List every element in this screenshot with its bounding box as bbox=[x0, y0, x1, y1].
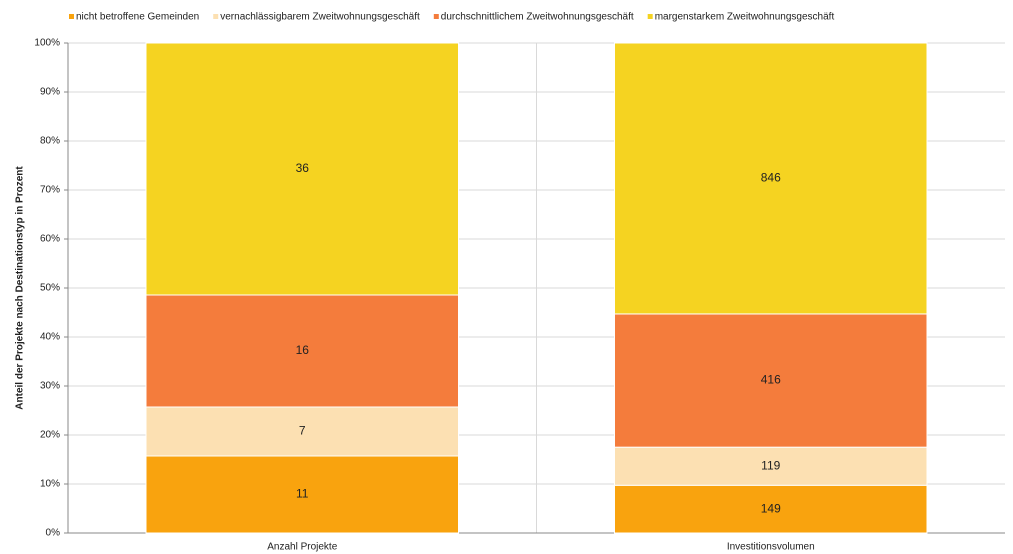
data-label: 416 bbox=[761, 373, 781, 387]
legend-swatch bbox=[69, 14, 74, 19]
x-tick-label: Investitionsvolumen bbox=[727, 542, 815, 553]
legend-swatch bbox=[213, 14, 219, 19]
y-tick-label: 0% bbox=[46, 528, 61, 539]
legend-swatch bbox=[433, 14, 439, 19]
bar-segment bbox=[145, 406, 459, 457]
y-tick-label: 10% bbox=[40, 479, 60, 490]
x-tick-label: Anzahl Projekte bbox=[267, 542, 337, 553]
y-tick-label: 90% bbox=[40, 87, 60, 98]
bar-segment bbox=[614, 484, 928, 534]
data-label: 36 bbox=[296, 161, 310, 175]
legend-label: nicht betroffene Gemeinden bbox=[76, 12, 199, 23]
bar-segment bbox=[614, 42, 928, 315]
data-label: 16 bbox=[296, 343, 310, 357]
y-tick-label: 20% bbox=[40, 430, 60, 441]
legend-swatch bbox=[647, 14, 653, 19]
bar-segment bbox=[145, 294, 459, 408]
data-label: 119 bbox=[761, 458, 780, 472]
legend-label: durchschnittlichem Zweitwohnungsgeschäft bbox=[441, 12, 634, 23]
data-label: 7 bbox=[299, 424, 306, 438]
legend-label: vernachlässigbarem Zweitwohnungsgeschäft bbox=[220, 12, 420, 23]
y-tick-label: 100% bbox=[34, 38, 60, 49]
legend-label: margenstarkem Zweitwohnungsgeschäft bbox=[655, 12, 835, 23]
y-tick-label: 50% bbox=[40, 283, 60, 294]
y-tick-label: 40% bbox=[40, 332, 60, 343]
bar-segment bbox=[145, 42, 459, 296]
y-tick-label: 60% bbox=[40, 234, 60, 245]
bar-segment bbox=[614, 313, 928, 448]
y-tick-label: 80% bbox=[40, 136, 60, 147]
y-tick-label: 70% bbox=[40, 185, 60, 196]
data-label: 149 bbox=[761, 501, 781, 515]
y-tick-label: 30% bbox=[40, 381, 60, 392]
data-label: 11 bbox=[296, 487, 309, 501]
y-axis-label: Anteil der Projekte nach Destinationstyp… bbox=[15, 166, 26, 410]
data-label: 846 bbox=[761, 171, 781, 185]
